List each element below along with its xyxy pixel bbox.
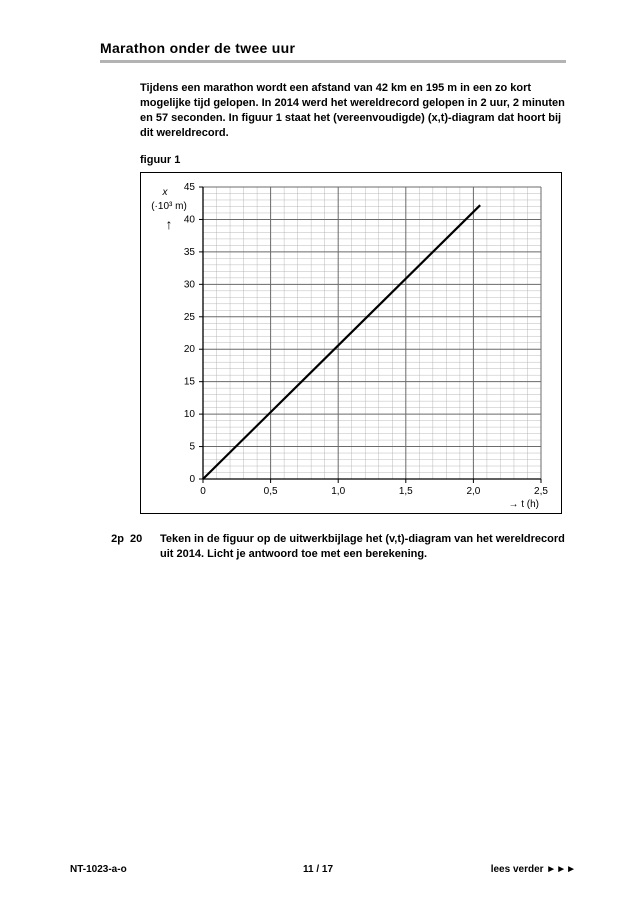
svg-text:2,0: 2,0	[466, 486, 480, 497]
svg-text:0: 0	[200, 486, 206, 497]
svg-text:→ t (h): → t (h)	[508, 499, 539, 510]
svg-text:2,5: 2,5	[534, 486, 548, 497]
svg-text:5: 5	[189, 442, 195, 453]
svg-text:10: 10	[184, 409, 196, 420]
svg-text:x: x	[162, 187, 169, 198]
svg-text:(·10³ m): (·10³ m)	[151, 201, 187, 212]
svg-text:15: 15	[184, 377, 196, 388]
question-text: Teken in de figuur op de uitwerkbijlage …	[160, 532, 566, 562]
svg-text:1,0: 1,0	[331, 486, 345, 497]
svg-text:45: 45	[184, 182, 196, 193]
svg-text:1,5: 1,5	[399, 486, 413, 497]
intro-text: Tijdens een marathon wordt een afstand v…	[140, 81, 566, 140]
svg-text:0,5: 0,5	[264, 486, 278, 497]
svg-text:40: 40	[184, 215, 196, 226]
svg-text:30: 30	[184, 280, 196, 291]
footer-right: lees verder ►►►	[491, 864, 576, 875]
svg-text:35: 35	[184, 247, 196, 258]
figure-label: figuur 1	[140, 154, 566, 166]
svg-text:25: 25	[184, 312, 196, 323]
question-number: 20	[130, 532, 160, 547]
svg-text:↑: ↑	[166, 216, 173, 232]
svg-text:0: 0	[189, 474, 195, 485]
question-points: 2p	[100, 532, 124, 547]
xt-diagram: 0 0,5 1,0 1,5 2,0 2,5 0 5 10 15 20 25 30 35 40 45 x (·10³…	[140, 172, 562, 514]
title-rule	[100, 60, 566, 63]
svg-text:20: 20	[184, 345, 196, 356]
page-title: Marathon onder de twee uur	[100, 40, 566, 56]
